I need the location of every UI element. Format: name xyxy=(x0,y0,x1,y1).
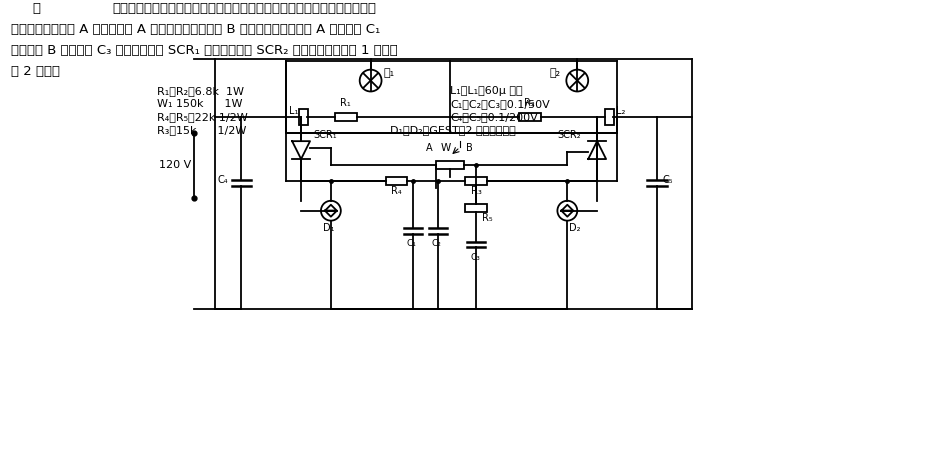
Text: C₁: C₁ xyxy=(407,239,416,249)
Text: SCR₁: SCR₁ xyxy=(313,130,337,140)
Text: R₁: R₁ xyxy=(340,98,351,108)
Text: C₂: C₂ xyxy=(431,239,441,249)
Text: R₃: R₃ xyxy=(471,186,482,196)
Text: R₅: R₅ xyxy=(482,212,492,223)
Text: A: A xyxy=(426,143,433,153)
Text: L₁、L₁：60μ 磁芯: L₁、L₁：60μ 磁芯 xyxy=(450,87,522,97)
Text: 所示的级联交叉调光器使两盏电灯发光总量保持恒定。电位器滑动触头移向: 所示的级联交叉调光器使两盏电灯发光总量保持恒定。电位器滑动触头移向 xyxy=(113,2,376,15)
Bar xyxy=(385,177,408,185)
Text: R₃：15k      1/2W: R₃：15k 1/2W xyxy=(157,125,247,135)
Text: C₄: C₄ xyxy=(218,175,228,185)
Text: R₂: R₂ xyxy=(523,98,534,108)
Text: R₄、R₅：22k 1/2W: R₄、R₅：22k 1/2W xyxy=(157,112,248,122)
Text: C₄、C₅：0.1/200V: C₄、C₅：0.1/200V xyxy=(450,112,538,122)
Text: 120 V: 120 V xyxy=(159,160,191,170)
Text: W₁ 150k      1W: W₁ 150k 1W xyxy=(157,99,242,109)
Text: R₄: R₄ xyxy=(392,186,402,196)
Text: 灯₂: 灯₂ xyxy=(549,68,560,78)
Text: R₁、R₂：6.8k  1W: R₁、R₂：6.8k 1W xyxy=(157,87,244,97)
Bar xyxy=(437,161,464,170)
Bar xyxy=(465,177,487,185)
Text: 图: 图 xyxy=(33,2,41,15)
Text: SCR₂: SCR₂ xyxy=(558,130,581,140)
Bar xyxy=(299,109,307,125)
Text: L₂: L₂ xyxy=(616,106,626,116)
Text: C₅: C₅ xyxy=(663,175,673,185)
Text: 充电快而 B 边的电容 C₃ 充电慢。于是 SCR₁ 提前触发，而 SCR₂ 推迟触发。使得灯 1 先亮，: 充电快而 B 边的电容 C₃ 充电慢。于是 SCR₁ 提前触发，而 SCR₂ 推… xyxy=(11,44,398,57)
Text: D₁、D₂：GEST－2 二端交流开关: D₁、D₂：GEST－2 二端交流开关 xyxy=(390,125,517,135)
Text: B: B xyxy=(466,143,473,153)
Bar xyxy=(335,114,357,122)
Text: L₁: L₁ xyxy=(290,106,299,116)
Text: W: W xyxy=(440,143,451,153)
Text: D₁: D₁ xyxy=(323,223,334,233)
Bar xyxy=(519,114,541,122)
Text: 灯 2 后亮。: 灯 2 后亮。 xyxy=(11,65,60,78)
Text: 某一边，例如移向 A 端，则流向 A 边的电流增大，流向 B 边的电流减小。也即 A 边的电容 C₁: 某一边，例如移向 A 端，则流向 A 边的电流增大，流向 B 边的电流减小。也即… xyxy=(11,23,380,36)
Text: 灯₁: 灯₁ xyxy=(384,68,395,78)
Text: D₂: D₂ xyxy=(570,223,581,233)
Text: C₃: C₃ xyxy=(471,253,480,262)
Bar xyxy=(604,109,614,125)
Text: C₁、C₂、C₃：0.1/50V: C₁、C₂、C₃：0.1/50V xyxy=(450,99,550,109)
Bar xyxy=(465,204,487,211)
